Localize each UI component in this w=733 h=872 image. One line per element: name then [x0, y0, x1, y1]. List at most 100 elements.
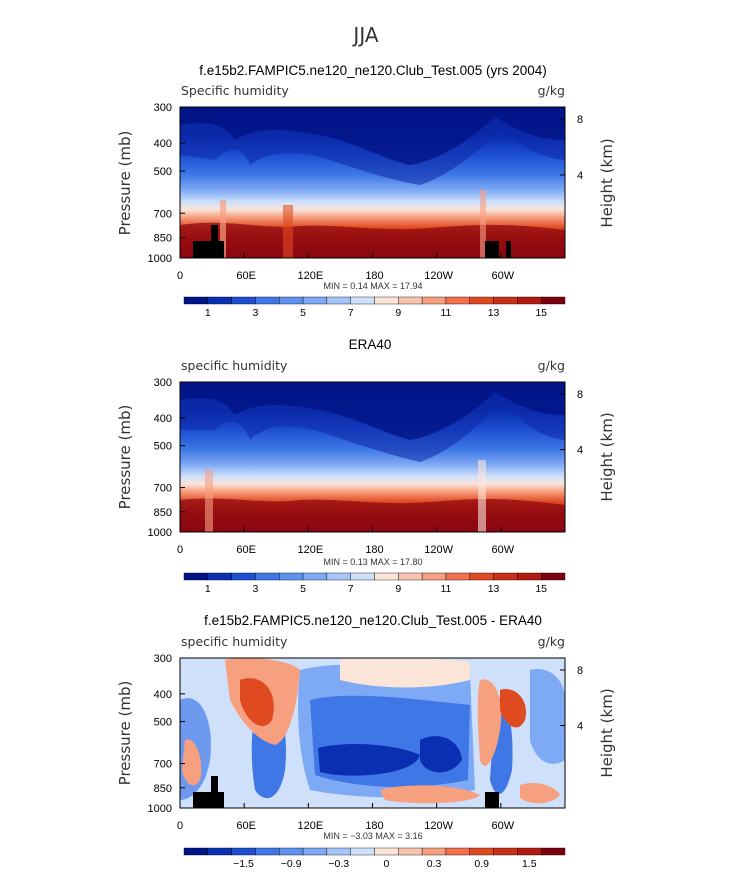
y-tick-label: 500: [154, 166, 172, 178]
colorbar-box: [445, 572, 470, 581]
colorbar-box: [231, 296, 256, 305]
colorbar-box: [302, 296, 328, 305]
y-tick-label: 500: [154, 717, 172, 729]
colorbar-label: 0: [383, 858, 389, 870]
colorbar-box: [445, 296, 470, 305]
x-tick-label: 60W: [492, 820, 515, 832]
panel-2-colorbar: 1 3 5 7 9 11 13 15: [183, 572, 566, 595]
colorbar-box: [183, 572, 209, 581]
panel-2-units: g/kg: [538, 358, 565, 373]
colorbar-box: [255, 296, 280, 305]
y-tick-label: 700: [154, 208, 172, 220]
colorbar-box: [445, 847, 470, 856]
colorbar-label: 5: [300, 307, 306, 319]
colorbar-box: [326, 296, 351, 305]
colorbar-label: 1.5: [522, 858, 537, 870]
colorbar-box: [517, 572, 542, 581]
y-tick-label: 1000: [148, 527, 172, 539]
panel-1-stats: MIN = 0.14 MAX = 17.94: [323, 281, 422, 291]
y2-tick-label: 4: [577, 721, 583, 733]
colorbar-box: [493, 572, 518, 581]
colorbar-box: [540, 847, 566, 856]
colorbar-box: [207, 847, 232, 856]
colorbar-label: 15: [535, 583, 547, 595]
panel-2-field: [180, 382, 565, 532]
y-tick-label: 850: [154, 783, 172, 795]
panel-3-stats: MIN = −3.03 MAX = 3.16: [323, 831, 422, 841]
panel-3-y2ticks: 84: [560, 665, 583, 733]
panel-1-title: f.e15b2.FAMPIC5.ne120_ne120.Club_Test.00…: [199, 63, 546, 78]
panel-1-field: [180, 107, 565, 258]
colorbar-box: [207, 296, 232, 305]
panel-1-colorbar: 1 3 5 7 9 11 13 15: [183, 296, 566, 319]
x-tick-label: 120W: [424, 544, 453, 556]
x-tick-label: 60E: [236, 544, 256, 556]
y-tick-label: 1000: [148, 803, 172, 815]
colorbar-label: 9: [395, 583, 401, 595]
panel-3-xticks: 0 60E 120E 180 120W 60W: [177, 803, 515, 832]
colorbar-box: [279, 847, 304, 856]
panel-3: f.e15b2.FAMPIC5.ne120_ne120.Club_Test.00…: [116, 613, 616, 870]
panel-1-y2label: Height (km): [598, 138, 616, 227]
colorbar-box: [207, 572, 232, 581]
colorbar-label: 3: [253, 307, 259, 319]
colorbar-label: 11: [440, 583, 451, 595]
panel-1-yticks: 300 400 500 700 850 1000: [148, 102, 185, 265]
x-tick-label: 120W: [424, 270, 453, 282]
colorbar-box: [493, 847, 518, 856]
colorbar-label: 15: [535, 307, 547, 319]
colorbar-box: [469, 572, 494, 581]
x-tick-label: 120E: [297, 820, 323, 832]
x-tick-label: 180: [365, 820, 383, 832]
colorbar-label: 0.9: [474, 858, 489, 870]
colorbar-label: 9: [395, 307, 401, 319]
panel-1-y2ticks: 84: [560, 114, 583, 182]
colorbar-label: −0.3: [328, 858, 349, 870]
y-tick-label: 1000: [148, 253, 172, 265]
colorbar-box: [255, 847, 280, 856]
colorbar-label: 1: [205, 583, 211, 595]
colorbar-box: [421, 847, 447, 856]
panel-1-left-label: Specific humidity: [181, 83, 289, 98]
panel-2-ylabel: Pressure (mb): [116, 405, 134, 510]
y2-tick-label: 8: [577, 389, 583, 401]
colorbar-box: [398, 296, 423, 305]
y-tick-label: 850: [154, 507, 172, 519]
x-tick-label: 0: [177, 270, 183, 282]
panel-2-xticks: 0 60E 120E 180 120W 60W: [177, 527, 515, 556]
x-tick-label: 0: [177, 544, 183, 556]
colorbar-box: [302, 572, 328, 581]
colorbar-box: [231, 847, 256, 856]
colorbar-box: [517, 847, 542, 856]
y-tick-label: 700: [154, 759, 172, 771]
colorbar-label: −0.9: [281, 858, 302, 870]
panel-3-title: f.e15b2.FAMPIC5.ne120_ne120.Club_Test.00…: [204, 613, 542, 628]
x-tick-label: 60W: [492, 544, 515, 556]
panel-2-stats: MIN = 0.13 MAX = 17.80: [323, 557, 422, 567]
x-tick-label: 180: [365, 270, 383, 282]
colorbar-box: [493, 296, 518, 305]
colorbar-box: [374, 847, 399, 856]
colorbar-label: 11: [440, 307, 451, 319]
colorbar-label: −1.5: [233, 858, 254, 870]
colorbar-box: [540, 296, 566, 305]
panel-2-left-label: specific humidity: [181, 358, 288, 373]
colorbar-box: [517, 296, 542, 305]
x-tick-label: 60E: [236, 820, 256, 832]
panel-3-units: g/kg: [538, 634, 565, 649]
colorbar-label: 13: [488, 307, 500, 319]
colorbar-box: [350, 572, 375, 581]
colorbar-box: [398, 572, 423, 581]
colorbar-box: [469, 847, 494, 856]
panel-3-terrain: [193, 776, 499, 808]
colorbar-label: 1: [205, 307, 211, 319]
colorbar-box: [374, 296, 399, 305]
colorbar-box: [279, 296, 304, 305]
y-tick-label: 700: [154, 483, 172, 495]
y-tick-label: 500: [154, 441, 172, 453]
panel-3-yticks: 300 400 500 700 850 1000: [148, 653, 185, 815]
x-tick-label: 120E: [297, 544, 323, 556]
panel-2-title: ERA40: [349, 337, 392, 352]
colorbar-box: [469, 296, 494, 305]
